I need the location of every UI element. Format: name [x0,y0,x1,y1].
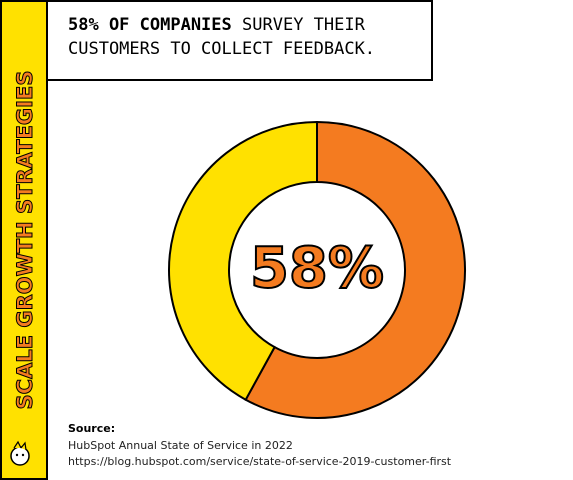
donut-segment [244,120,466,419]
source-line: HubSpot Annual State of Service in 2022 [68,439,293,452]
center-value-label: 58% [250,236,384,301]
title-box [46,0,433,81]
source-line: https://blog.hubspot.com/service/state-o… [68,455,452,468]
donut: 58% [168,120,466,419]
mascot-icon [10,440,30,466]
side-strip [0,0,48,480]
chart-title: 58% OF COMPANIES SURVEY THEIR [68,15,366,35]
title-rest: SURVEY THEIR [242,15,366,35]
source-heading: Source: [68,422,115,435]
chart-title-line2: CUSTOMERS TO COLLECT FEEDBACK. [68,39,375,59]
title-bold: 58% OF COMPANIES [68,15,232,35]
donut-segment [168,120,318,402]
side-banner: SCALE GROWTH STRATEGIES [13,71,37,410]
